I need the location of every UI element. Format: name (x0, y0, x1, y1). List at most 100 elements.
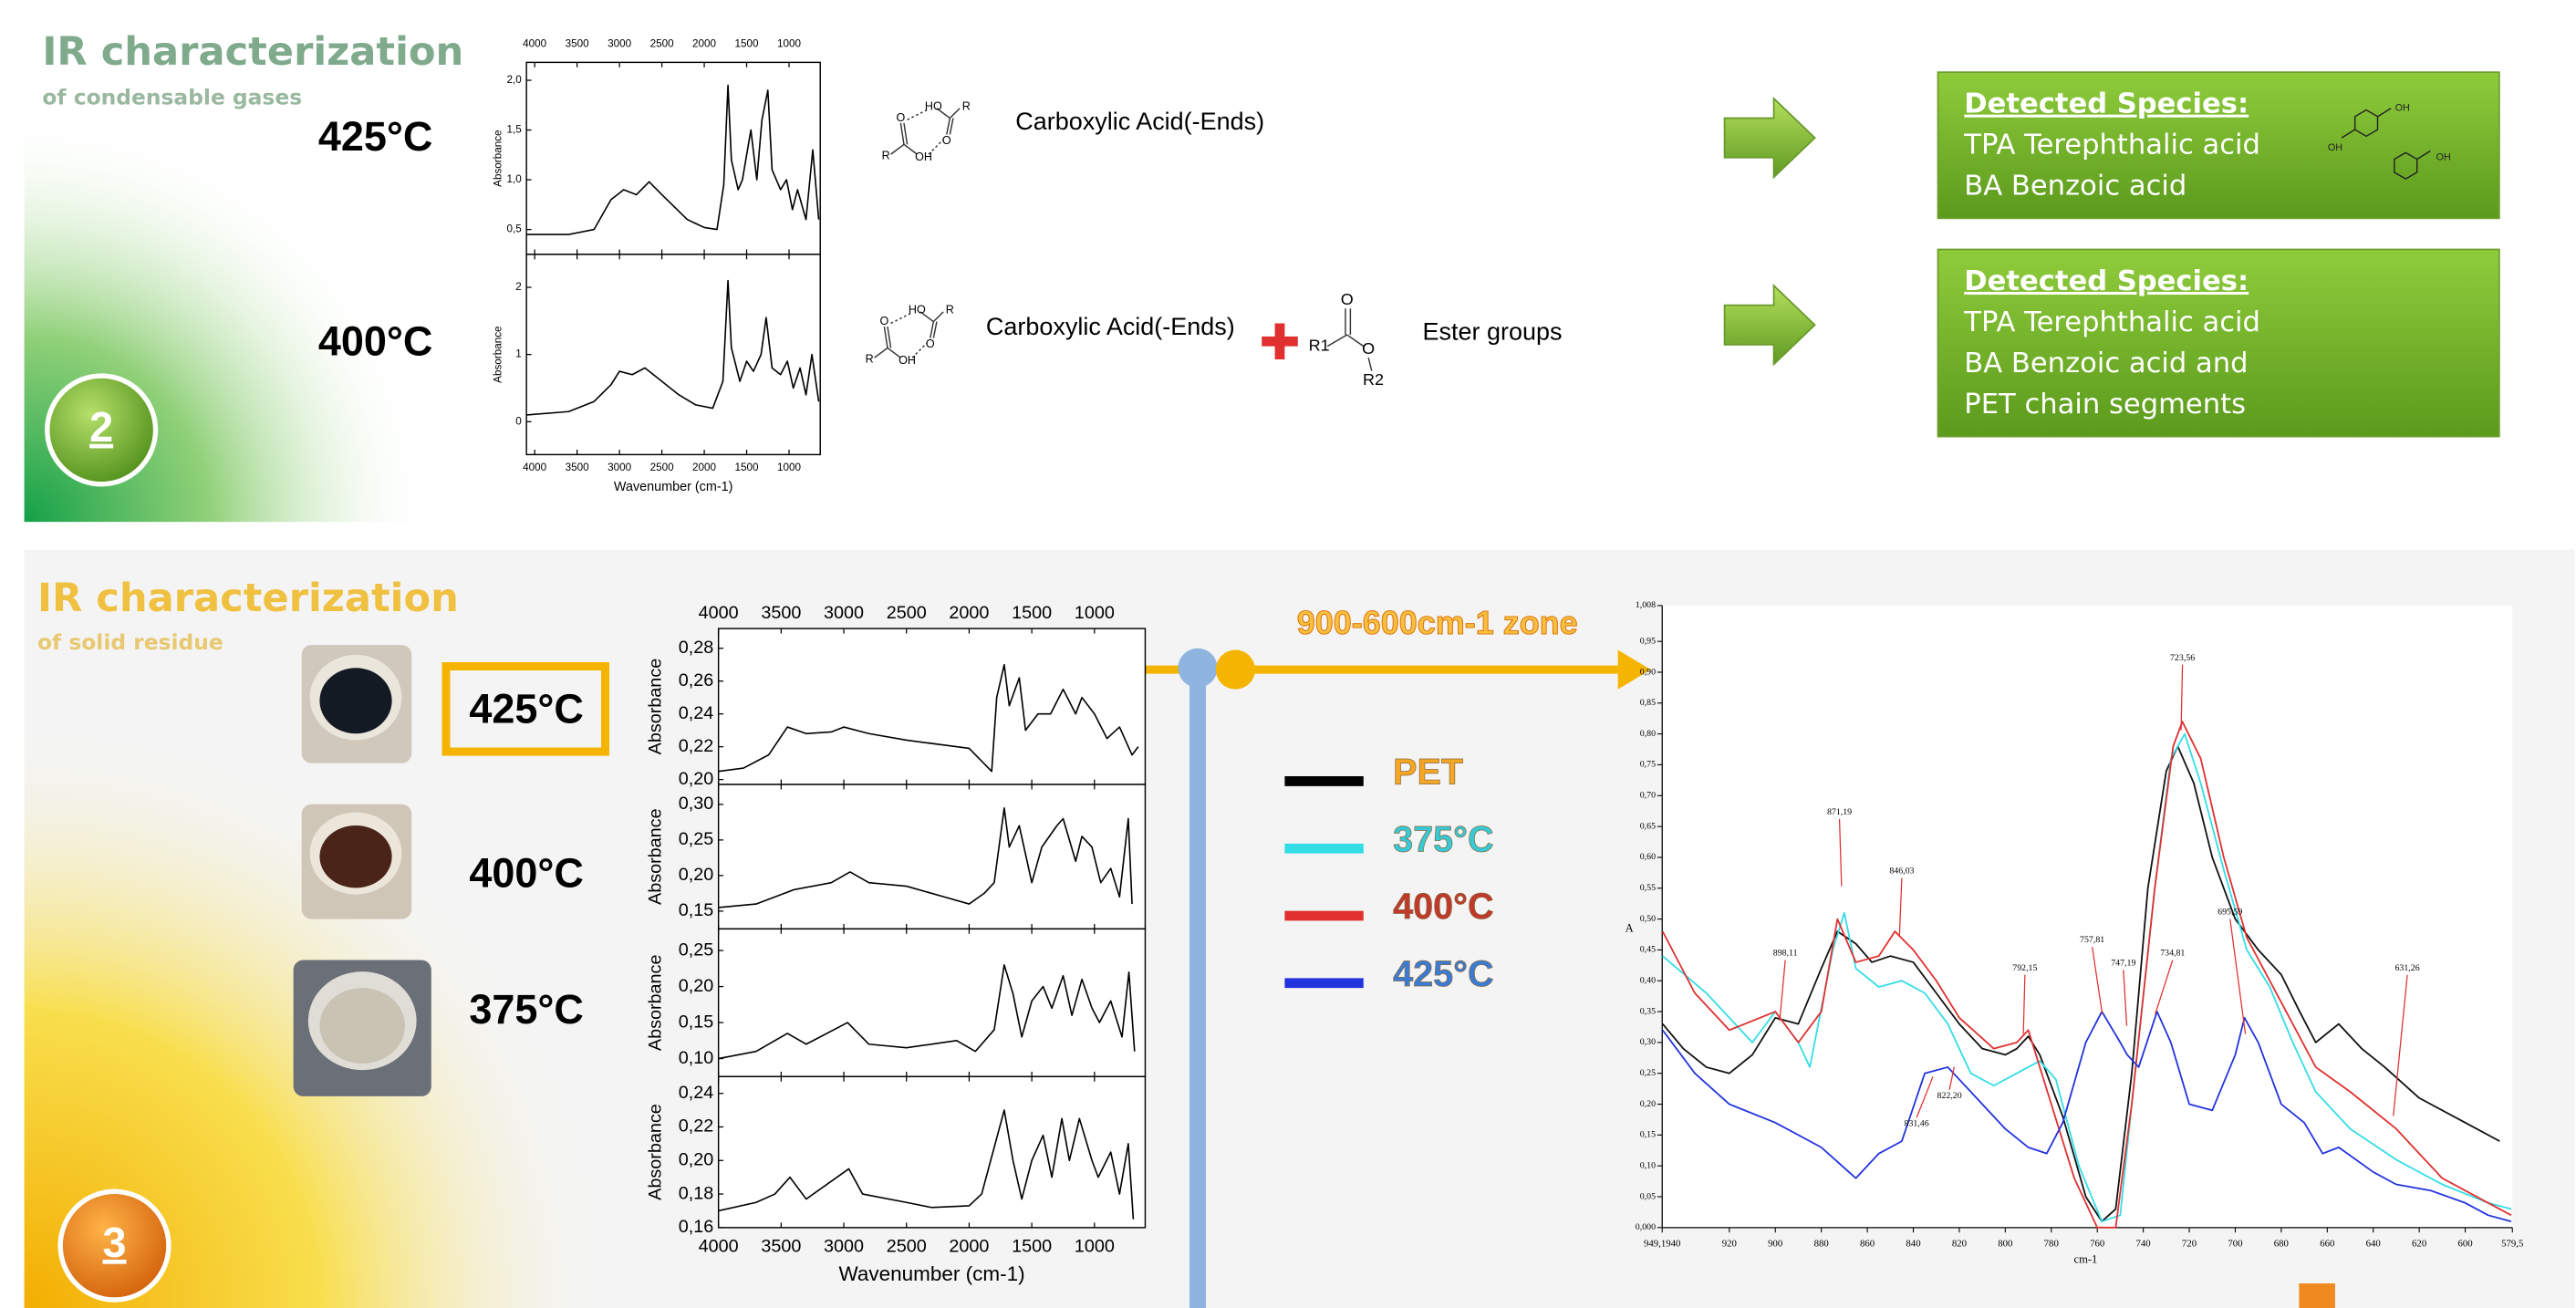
atom-label: OH (915, 151, 932, 163)
temperature: 375°C (469, 986, 584, 1033)
corner-mark (2299, 1283, 2335, 1308)
atom-label: OH (2395, 103, 2410, 114)
atom-label: R (866, 352, 874, 365)
y-tick-label: 0 (515, 415, 522, 427)
plot-frame (719, 784, 1146, 929)
atom-label: OH (2436, 152, 2451, 163)
x-tick-label: 640 (2366, 1238, 2381, 1249)
y-axis-label: A (1626, 921, 1634, 934)
x-tick-label: 2500 (887, 603, 927, 623)
y-tick-label: 0,45 (1640, 945, 1656, 955)
result-line: TPA Terephthalic acid (1963, 306, 2260, 338)
atom-label: O (896, 111, 905, 124)
page: { "panel_2": { "title": "IR characteriza… (0, 0, 2576, 1308)
atom-label: HO (909, 303, 926, 316)
y-tick-label: 0,55 (1640, 883, 1656, 893)
x-tick-label: 1500 (735, 38, 760, 50)
y-tick-label: 0,15 (679, 900, 714, 920)
result-heading: Detected Species: (1964, 88, 2249, 120)
x-tick-label: 2000 (692, 462, 717, 473)
x-tick-label: 1000 (777, 38, 802, 50)
x-tick-label: 1500 (1012, 1237, 1052, 1257)
y-tick-label: 0,10 (1640, 1160, 1656, 1170)
connector-dot (1178, 649, 1217, 688)
result-line: TPA Terephthalic acid (1963, 130, 2260, 161)
peak-label: 747,19 (2111, 958, 2135, 968)
x-tick-label: 1500 (1012, 603, 1052, 623)
x-tick-label: 579,5 (2501, 1238, 2523, 1249)
y-tick-label: 0,16 (679, 1217, 714, 1237)
x-tick-label: 780 (2044, 1238, 2059, 1249)
x-tick-label: 1000 (777, 462, 802, 473)
peak-label: 871,19 (1827, 807, 1852, 817)
plot-frame (719, 1076, 1146, 1228)
atom-label: O (926, 337, 935, 350)
panel-subtitle: of solid residue (37, 629, 223, 655)
x-tick-label: 920 (1722, 1238, 1737, 1249)
temperature: 400°C (469, 850, 584, 897)
temperature: 425°C (318, 113, 433, 160)
y-tick-label: 0,18 (679, 1183, 714, 1203)
legend-label: 375°C (1393, 819, 1493, 859)
x-tick-label: 660 (2320, 1238, 2334, 1249)
x-tick-label: 4000 (699, 1237, 739, 1257)
y-tick-label: 0,35 (1640, 1006, 1656, 1016)
y-axis-label: Absorbance (493, 326, 504, 382)
x-tick-label: 860 (1860, 1238, 1875, 1249)
y-tick-label: 0,5 (507, 223, 523, 235)
badge-number: 2 (89, 403, 113, 451)
x-tick-label: 3000 (824, 603, 864, 623)
x-tick-label: 1000 (1075, 603, 1115, 623)
y-tick-label: 0,22 (679, 736, 714, 756)
x-tick-label: 680 (2274, 1238, 2289, 1249)
y-tick-label: 0,15 (679, 1012, 714, 1032)
y-tick-label: 0,50 (1640, 914, 1656, 924)
y-tick-label: 0,75 (1640, 760, 1656, 770)
atom-label: R2 (1363, 370, 1384, 389)
y-axis-label: Absorbance (646, 1104, 666, 1200)
plot-frame (526, 254, 820, 455)
x-tick-label: 760 (2090, 1238, 2104, 1249)
temperature: 400°C (318, 318, 433, 365)
x-tick-label: 2000 (692, 38, 717, 50)
atom-label: OH (2328, 142, 2342, 153)
y-axis-label: Absorbance (646, 659, 666, 755)
result-line: PET chain segments (1964, 389, 2246, 420)
peak-label: 723,56 (2170, 653, 2195, 663)
y-tick-label: 0,20 (1640, 1099, 1656, 1109)
x-tick-label: 2500 (650, 38, 675, 50)
peak-label: 822,20 (1937, 1091, 1962, 1101)
x-tick-label: 3500 (566, 38, 590, 50)
x-tick-label: 3000 (824, 1237, 864, 1257)
x-tick-label: 2500 (650, 462, 675, 473)
x-tick-label: 740 (2136, 1238, 2151, 1249)
badge-number: 3 (103, 1219, 127, 1266)
y-tick-label: 0,20 (679, 1150, 714, 1170)
y-tick-label: 0,40 (1640, 976, 1656, 986)
sample-photo (302, 805, 412, 919)
species-label: Carboxylic Acid(-Ends) (1015, 108, 1264, 135)
y-tick-label: 0,25 (679, 829, 714, 849)
y-tick-label: 0,24 (679, 1083, 714, 1103)
y-tick-label: 1 (515, 348, 522, 360)
result-heading: Detected Species: (1964, 265, 2249, 297)
y-tick-label: 0,24 (679, 703, 714, 723)
y-tick-label: 1,0 (507, 173, 523, 185)
x-tick-label: 700 (2228, 1238, 2242, 1249)
y-tick-label: 0,10 (679, 1048, 714, 1068)
connector-dot (1216, 650, 1255, 690)
sample-photo (302, 645, 412, 763)
x-tick-label: 3000 (608, 38, 632, 50)
y-tick-label: 0,20 (679, 769, 714, 789)
x-tick-label: 4000 (523, 462, 547, 473)
y-tick-label: 0,60 (1640, 852, 1656, 862)
plot-frame (719, 929, 1146, 1076)
x-tick-label: 600 (2457, 1238, 2472, 1249)
x-tick-label: 2000 (949, 603, 989, 623)
peak-label: 734,81 (2160, 949, 2185, 959)
y-axis-label: Absorbance (493, 130, 504, 186)
y-tick-label: 0,15 (1640, 1130, 1656, 1140)
atom-label: O (942, 134, 951, 147)
peak-label: 846,03 (1889, 867, 1914, 877)
x-tick-label: 620 (2412, 1238, 2426, 1249)
